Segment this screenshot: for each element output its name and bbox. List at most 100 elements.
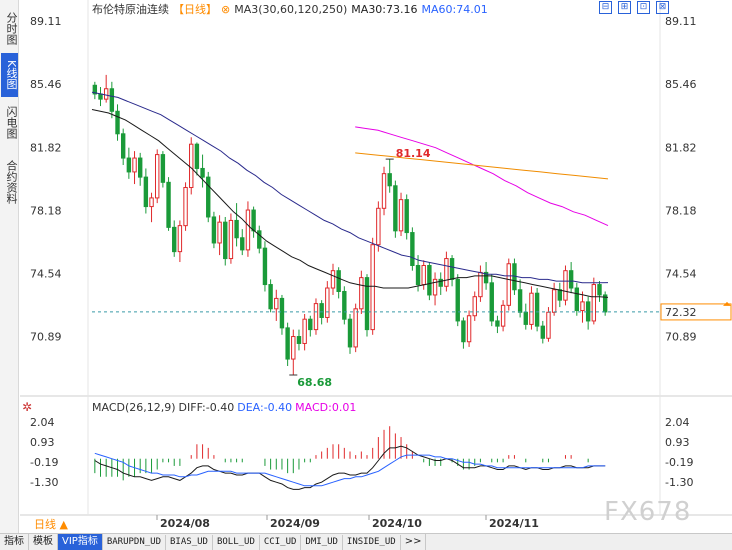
instrument-name: 布伦特原油连续 — [92, 3, 169, 16]
candle-body — [240, 237, 245, 251]
moving-average-lines — [91, 91, 609, 298]
tab-vip-indicator[interactable]: VIP指标 — [58, 534, 103, 550]
price-tick-left: 78.18 — [30, 204, 62, 217]
candle-body — [274, 297, 279, 310]
candle-body — [143, 176, 149, 208]
macd-histogram — [94, 426, 589, 481]
candle-body — [223, 221, 228, 260]
candle-body — [461, 320, 466, 343]
candle-body — [563, 270, 568, 301]
candle-body — [92, 84, 98, 95]
candle-body — [404, 199, 409, 234]
ma-settings-gear-icon[interactable]: ⊗ — [221, 3, 231, 16]
tab-contract-info[interactable]: 合约资料 — [5, 160, 18, 204]
tab-kline[interactable]: K线图 — [1, 53, 18, 97]
tab-inside[interactable]: INSIDE_UD — [343, 535, 401, 550]
candle-body — [262, 247, 268, 286]
ma-line — [91, 91, 609, 284]
indicator-tab-bar: 指标 模板 VIP指标 BARUPDN_UD BIAS_UD BOLL_UD CCI_UD D… — [0, 533, 732, 550]
candle-body — [279, 297, 285, 329]
candle-body — [347, 318, 353, 348]
tab-indicator[interactable]: 指标 — [0, 534, 29, 550]
tab-template[interactable]: 模板 — [29, 534, 58, 550]
layout-icon[interactable]: ⊟ — [599, 1, 612, 14]
candle-body — [551, 289, 557, 313]
candle-body — [387, 173, 392, 187]
candle-body — [489, 282, 494, 322]
macd-value: MACD:0.01 — [295, 401, 357, 414]
price-tick-left: 74.54 — [30, 267, 62, 280]
macd-tick-right: -1.30 — [665, 476, 693, 489]
candle-body — [325, 287, 330, 318]
candle-body — [313, 303, 319, 331]
period-selector[interactable]: 日线 ▲ — [34, 518, 68, 531]
price-tick-right: 85.46 — [665, 78, 697, 91]
tab-barupdn[interactable]: BARUPDN_UD — [103, 535, 167, 550]
price-tick-right: 70.89 — [665, 331, 697, 344]
candle-body — [177, 225, 183, 253]
current-price-box — [660, 303, 732, 321]
split-icon[interactable]: ⊞ — [618, 1, 631, 14]
grid-lines — [20, 0, 732, 516]
maximize-icon[interactable]: ⊡ — [637, 1, 650, 14]
candle-body — [591, 284, 597, 322]
candle-body — [103, 88, 109, 100]
candle-body — [529, 292, 534, 325]
candle-body — [415, 264, 421, 286]
candle-body — [194, 143, 200, 169]
macd-lines — [94, 445, 606, 490]
tab-dmi[interactable]: DMI_UD — [301, 535, 343, 550]
candle-body — [200, 167, 205, 178]
candle-body — [336, 270, 341, 292]
date-label: 2024/09 — [270, 517, 320, 530]
candle-body — [296, 336, 302, 344]
macd-tick-left: 2.04 — [30, 416, 55, 429]
candle-body — [359, 277, 364, 310]
macd-settings-gear-icon[interactable]: ✲ — [22, 400, 33, 414]
candle-body — [602, 294, 608, 313]
candle-body — [302, 318, 307, 344]
close-icon[interactable]: ⊠ — [656, 1, 669, 14]
tab-cci[interactable]: CCI_UD — [260, 535, 302, 550]
tab-time-chart[interactable]: 分时图 — [5, 11, 18, 45]
candle-body — [568, 270, 574, 289]
candle-body — [353, 308, 358, 348]
tab-flash-chart[interactable]: 闪电图 — [5, 105, 18, 139]
candle-body — [381, 173, 387, 209]
side-tab-bar: 分时图 K线图 闪电图 合约资料 — [0, 0, 19, 533]
chart-canvas: 89.11 89.11 85.46 85.46 81.82 81.82 78.18 78.18… — [20, 0, 732, 530]
price-axis-labels: 89.11 89.11 85.46 85.46 81.82 81.82 78.18 78.18… — [30, 15, 697, 344]
macd-title: MACD(26,12,9) DIFF:-0.40 DEA:-0.40 MACD:0.0… — [92, 401, 359, 415]
candle-body — [98, 93, 103, 100]
date-label: 2024/08 — [160, 517, 210, 530]
macd-dea: DEA:-0.40 — [237, 401, 293, 414]
price-tick-right: 89.11 — [665, 15, 697, 28]
candle-body — [557, 289, 563, 301]
ma-line — [355, 152, 609, 180]
ma-line — [91, 109, 609, 298]
macd-tick-left: -0.19 — [30, 456, 58, 469]
more-tabs-button[interactable]: >> — [401, 534, 427, 550]
ma60-value: MA60:74.01 — [421, 3, 488, 16]
candle-body — [393, 185, 398, 232]
candle-body — [495, 320, 500, 327]
candle-body — [472, 296, 477, 317]
macd-tick-left: -1.30 — [30, 476, 58, 489]
candle-body — [580, 301, 585, 312]
candle-body — [574, 287, 580, 312]
high-label: 81.14 — [396, 147, 431, 160]
macd-diff: DIFF:-0.40 — [178, 401, 235, 414]
candle-body — [257, 230, 262, 249]
date-axis-labels: 2024/08 2024/09 2024/10 2024/11 — [156, 515, 539, 530]
candle-body — [137, 157, 143, 178]
candle-body — [523, 311, 528, 325]
tab-boll[interactable]: BOLL_UD — [213, 535, 260, 550]
tab-bias[interactable]: BIAS_UD — [166, 535, 213, 550]
candle-body — [206, 176, 211, 218]
candle-body — [438, 278, 443, 287]
candle-body — [228, 219, 234, 260]
price-tick-left: 70.89 — [30, 331, 62, 344]
chart-title: 布伦特原油连续 【日线】 ⊗ MA3(30,60,120,250) MA30:73.16… — [92, 3, 492, 17]
candle-body — [449, 258, 455, 280]
ma30-value: MA30:73.16 — [351, 3, 418, 16]
